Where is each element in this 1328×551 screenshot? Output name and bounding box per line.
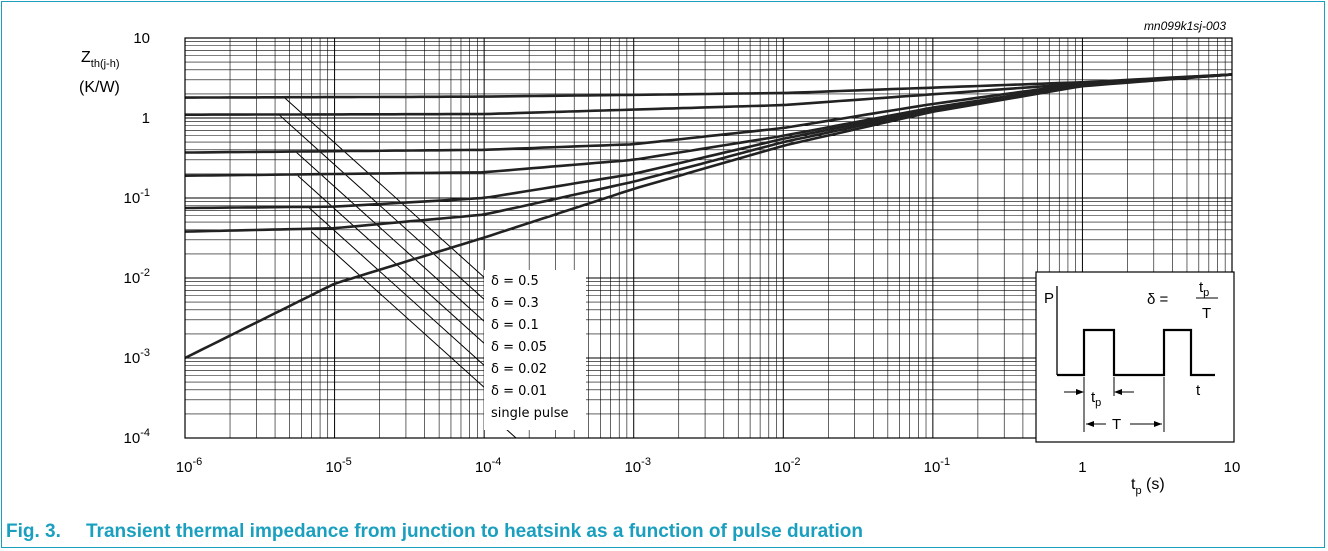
series-label: δ = 0.1 <box>491 318 539 333</box>
y-tick-label: 1 <box>142 110 150 127</box>
x-tick-label: 10 <box>1224 459 1241 476</box>
tp-arrowhead-left <box>1076 389 1084 395</box>
x-tick-labels: 10-6 10-5 10-4 10-3 10-2 10-1 1 10 <box>176 456 1241 476</box>
y-axis-title-sub: th(j-h) <box>91 58 120 70</box>
series-line <box>184 73 1233 177</box>
tp-label: tp <box>1091 389 1101 409</box>
x-tick-label: 1 <box>1078 459 1086 476</box>
pulse-train <box>1057 328 1215 377</box>
duty-cycle-inset: P δ = tp T t tp T <box>1035 271 1235 443</box>
x-tick-label: 10-4 <box>475 456 501 476</box>
series-line <box>185 73 1233 116</box>
power-label: P <box>1044 290 1054 307</box>
reference-label: mn099k1sj-003 <box>1144 19 1226 33</box>
x-axis-title: tp (s) <box>1131 476 1165 497</box>
series-label: δ = 0.02 <box>491 362 547 377</box>
ratio-numerator: tp <box>1199 279 1209 299</box>
series-line <box>185 73 1233 99</box>
legend: δ = 0.5 δ = 0.3 δ = 0.1 δ = 0.05 δ = 0.02 δ =… <box>491 274 569 421</box>
y-tick-label: 10-4 <box>124 427 150 447</box>
plot-area <box>184 37 1233 439</box>
series-label: δ = 0.05 <box>491 340 547 355</box>
x-tick-label: 10-2 <box>774 456 800 476</box>
series-label: δ = 0.01 <box>491 384 547 399</box>
y-axis-title-main: Z <box>81 49 91 66</box>
impedance-curves <box>184 73 1233 360</box>
series-label: δ = 0.3 <box>491 296 539 311</box>
legend-mask <box>484 270 586 430</box>
y-tick-label: 10 <box>133 30 150 47</box>
x-tick-label: 10-5 <box>325 456 351 476</box>
y-tick-label: 10-1 <box>124 187 150 207</box>
series-leader-line <box>284 97 487 280</box>
y-tick-label: 10-2 <box>124 267 150 287</box>
y-tick-labels: 10 1 10-1 10-2 10-3 10-4 <box>124 30 150 447</box>
series-label: δ = 0.5 <box>491 274 539 289</box>
y-axis-unit: (K/W) <box>79 79 120 96</box>
tp-arrowhead-right <box>1114 389 1122 395</box>
x-axis-title-unit: (s) <box>1142 476 1165 493</box>
series-leader-line <box>297 175 487 346</box>
period-arrowhead-right <box>1154 421 1162 427</box>
x-tick-label: 10-1 <box>924 456 950 476</box>
x-tick-label: 10-6 <box>176 456 202 476</box>
series-label: single pulse <box>491 406 569 421</box>
series-leader-line <box>278 114 487 302</box>
delta-symbol: δ = <box>1147 291 1169 308</box>
ratio-denominator: T <box>1202 305 1211 322</box>
period-arrowhead-left <box>1086 421 1094 427</box>
time-label: t <box>1196 382 1201 399</box>
series-line <box>184 73 1233 360</box>
figure-title: Transient thermal impedance from junctio… <box>86 521 863 542</box>
x-axis-title-sub: p <box>1135 485 1141 497</box>
series-leader-line <box>296 152 487 324</box>
series-line <box>185 73 1233 154</box>
x-tick-label: 10-3 <box>624 456 650 476</box>
period-label: T <box>1112 416 1121 433</box>
series-leader-line <box>310 231 487 390</box>
x-axis-title-main: t <box>1131 476 1136 493</box>
figure-number: Fig. 3. <box>6 521 61 542</box>
y-tick-label: 10-3 <box>124 347 150 367</box>
series-leader-line <box>308 207 487 368</box>
figure-caption: Fig. 3. Transient thermal impedance from … <box>6 521 863 543</box>
inset-frame <box>1035 271 1235 443</box>
y-axis-title: Zth(j-h) <box>81 49 120 70</box>
